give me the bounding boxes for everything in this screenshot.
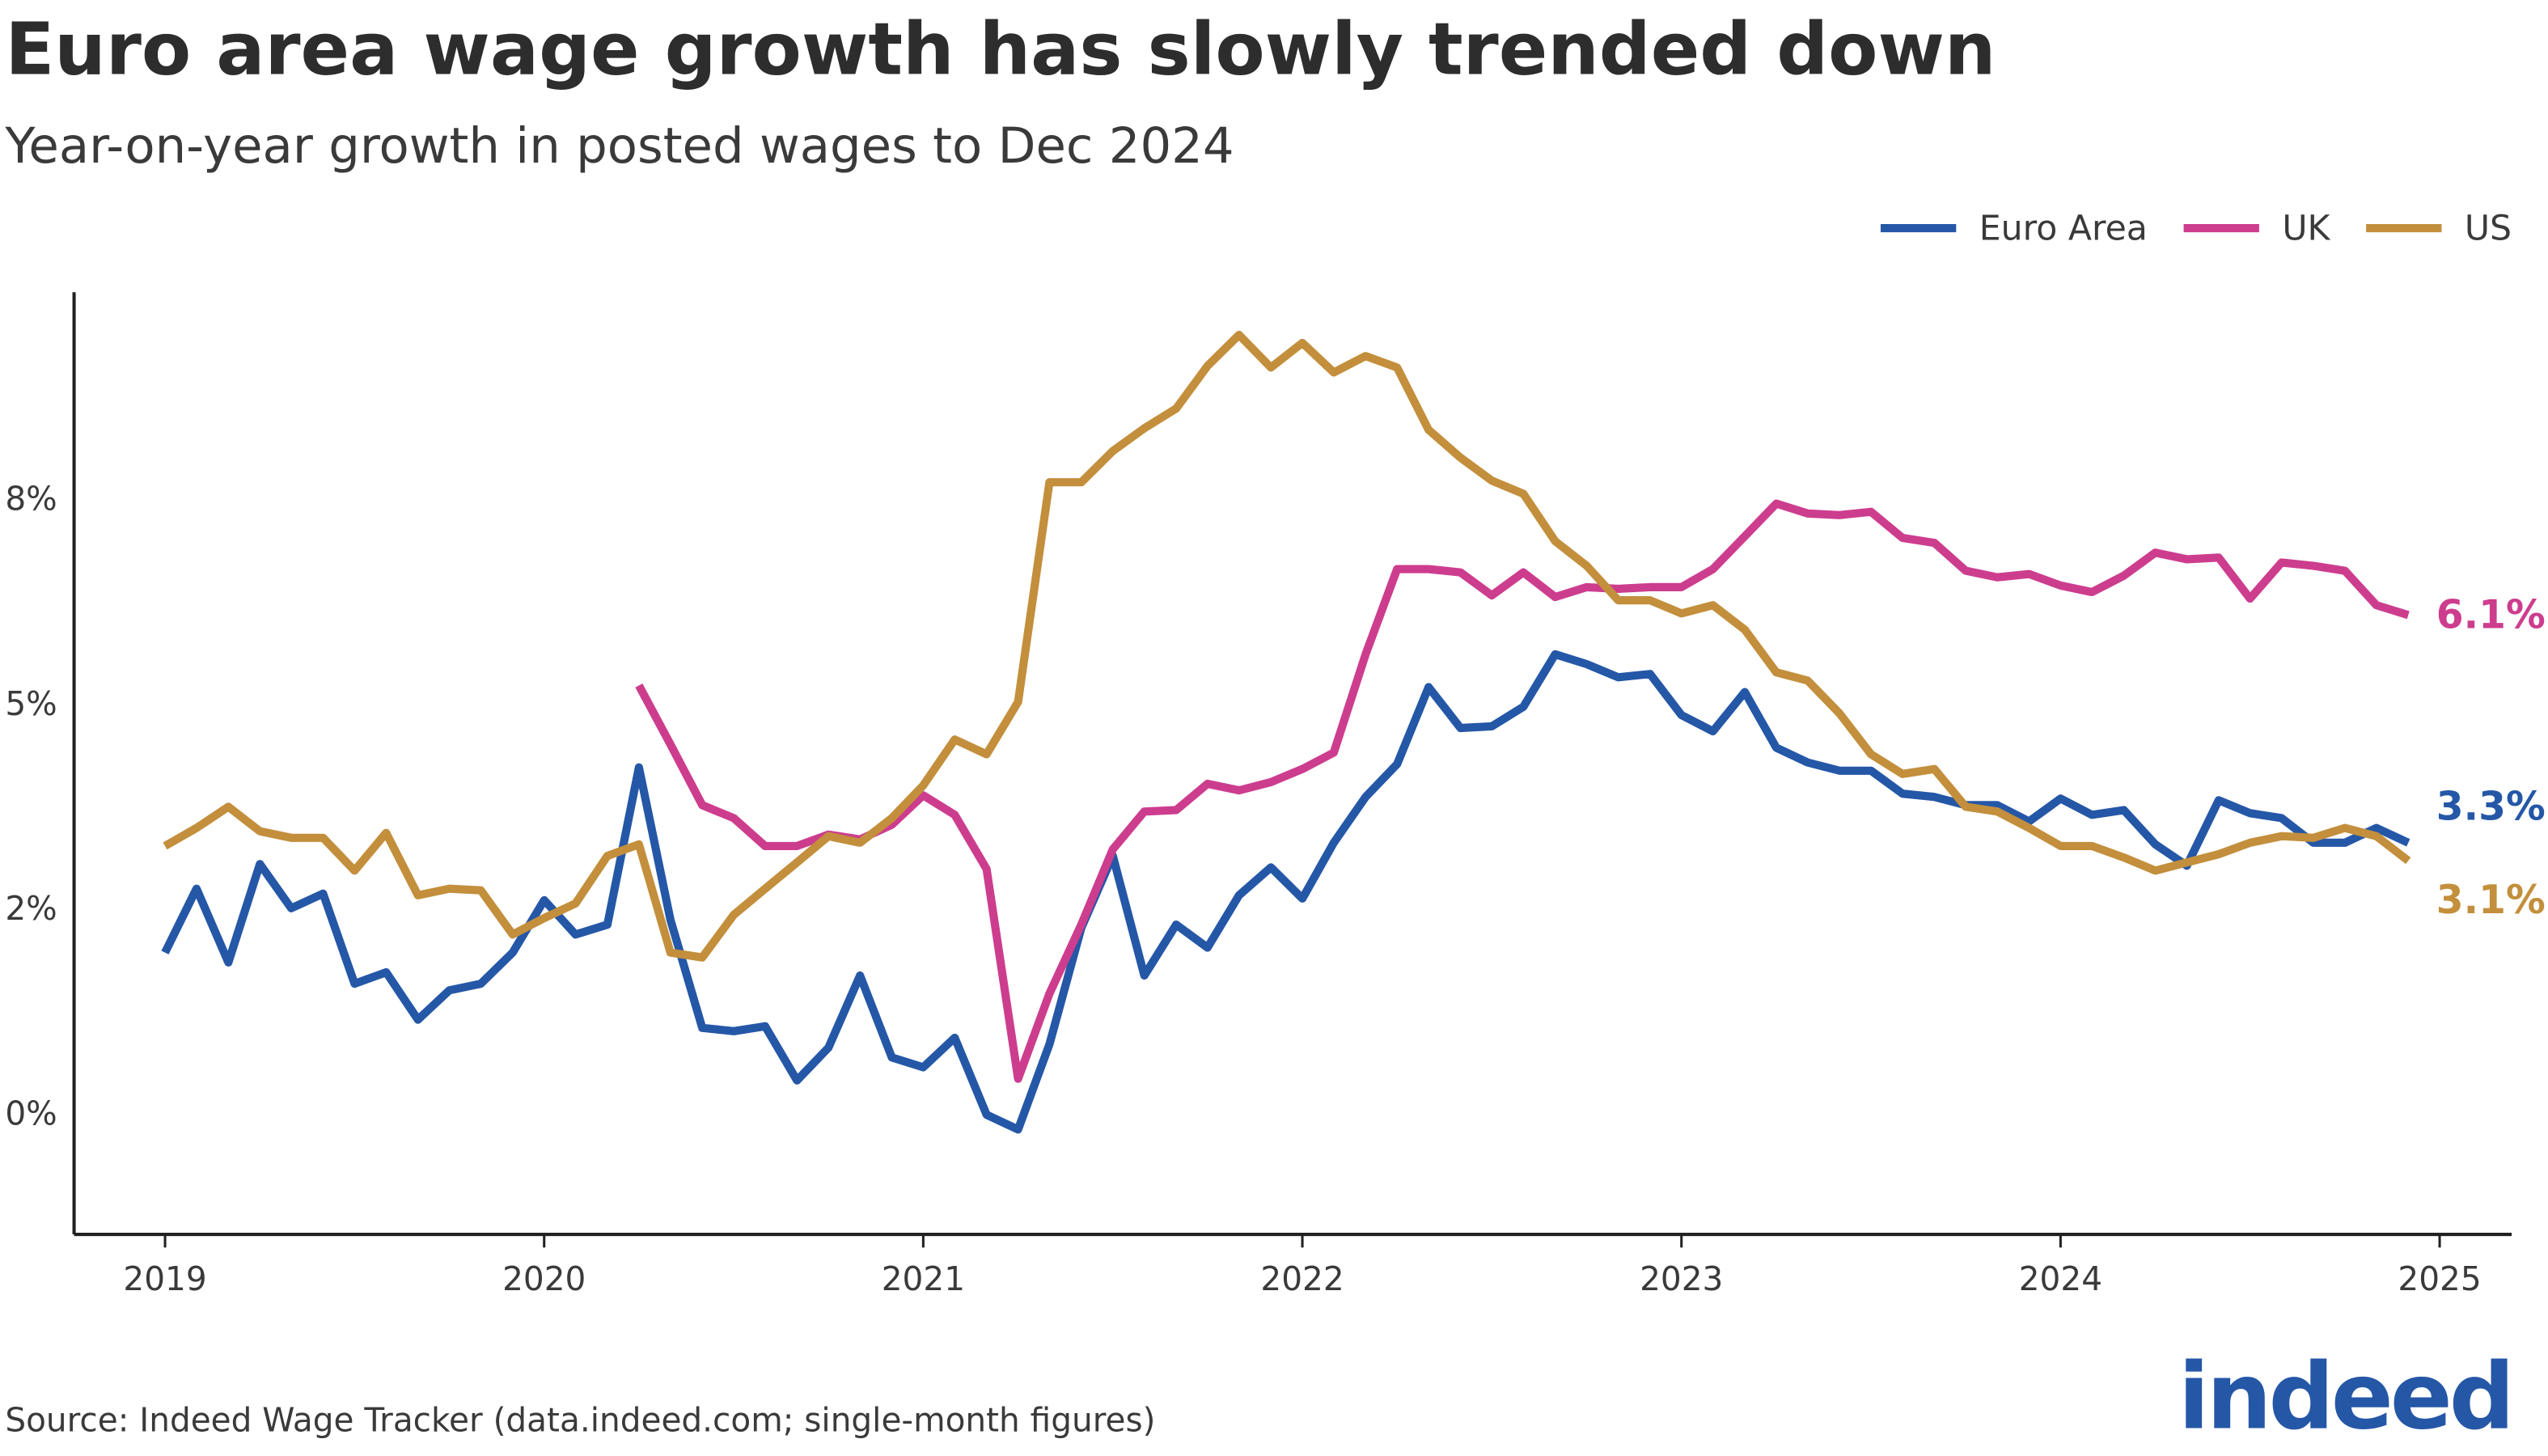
legend-label: US xyxy=(2465,208,2512,248)
series-line xyxy=(635,499,2410,1083)
logo: indeed xyxy=(2178,1344,2512,1450)
y-tick-label: 8% xyxy=(5,480,57,518)
x-tick-label: 2022 xyxy=(1260,1259,1344,1298)
x-tick-label: 2021 xyxy=(882,1259,965,1298)
end-label: 3.1% xyxy=(2436,878,2546,923)
x-tick-label: 2024 xyxy=(2019,1259,2102,1298)
x-tick-label: 2025 xyxy=(2398,1259,2481,1298)
end-label: 6.1% xyxy=(2436,593,2546,638)
y-tick-label: 0% xyxy=(5,1094,57,1132)
x-tick-label: 2020 xyxy=(502,1259,586,1298)
y-tick-label: 5% xyxy=(5,684,57,723)
end-label: 3.3% xyxy=(2436,784,2546,829)
y-tick-label: 2% xyxy=(5,889,57,928)
series-line xyxy=(161,650,2410,1134)
legend-label: Euro Area xyxy=(1979,208,2148,248)
x-tick-label: 2019 xyxy=(123,1259,206,1298)
chart-subtitle: Year-on-year growth in posted wages to D… xyxy=(4,117,1234,175)
chart-title: Euro area wage growth has slowly trended… xyxy=(5,7,1996,91)
legend-label: UK xyxy=(2282,208,2330,248)
x-tick-label: 2023 xyxy=(1640,1259,1723,1298)
source-note: Source: Indeed Wage Tracker (data.indeed… xyxy=(5,1401,1155,1440)
series-line xyxy=(163,330,2411,962)
